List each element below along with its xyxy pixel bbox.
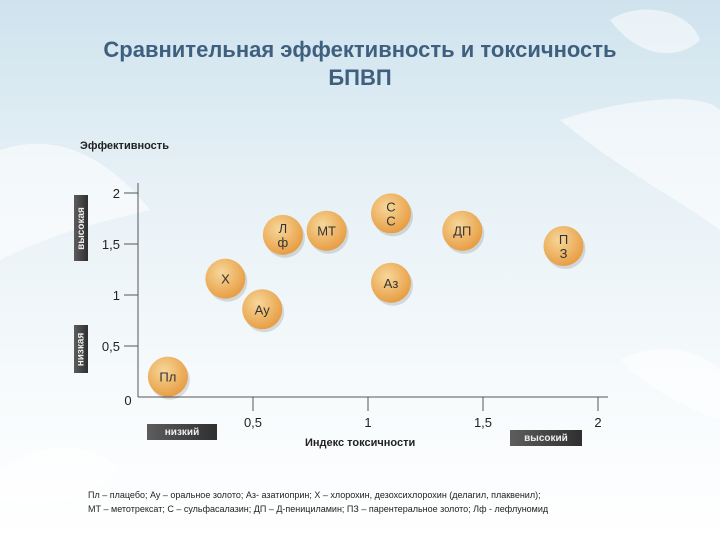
point-label: ДП: [453, 224, 471, 239]
point-marker: [371, 262, 411, 303]
point-label: Ау: [255, 302, 271, 317]
data-point: ДП: [442, 210, 485, 254]
point-marker: [205, 258, 246, 299]
y-tick-label: 1,5: [102, 237, 120, 252]
point-marker: [147, 356, 188, 397]
point-label: ф: [278, 235, 289, 250]
x-high-tag-text: высокий: [524, 432, 568, 444]
point-label: П: [559, 232, 568, 247]
point-marker: [262, 214, 303, 255]
data-point: Аз: [371, 262, 413, 306]
point-marker: [306, 210, 347, 251]
data-point: Пл: [147, 356, 190, 400]
x-tick-label: 1,5: [474, 415, 492, 430]
point-label: Пл: [159, 370, 176, 385]
x-tick-label: 0,5: [244, 415, 262, 430]
x-tick-label: 1: [364, 415, 371, 430]
y-high-tag: высокая: [74, 195, 88, 261]
y-low-tag: низкая: [74, 325, 88, 373]
page-title: Сравнительная эффективность и токсичност…: [60, 36, 660, 92]
data-point: МТ: [306, 210, 349, 254]
x-low-tag-text: низкий: [164, 426, 200, 438]
point-label: С: [386, 213, 395, 228]
point-label: З: [560, 246, 568, 261]
x-tick-label: 2: [594, 415, 601, 430]
point-label: Л: [279, 221, 288, 236]
x-axis-title: Индекс токсичности: [305, 437, 416, 449]
title-line-1: Сравнительная эффективность и токсичност…: [103, 37, 617, 62]
point-marker: [371, 193, 411, 234]
footnote-line-2: МТ – метотрексат; С – сульфасалазин; ДП …: [88, 504, 549, 514]
data-point: Х: [205, 258, 248, 302]
footnote-line-1: Пл – плацебо; Ау – оральное золото; Аз- …: [88, 490, 541, 500]
x-tick-label: 0: [124, 393, 131, 408]
x-low-tag: низкий: [147, 424, 217, 440]
y-axis-title: Эффективность: [80, 140, 169, 152]
point-label: Аз: [384, 276, 399, 291]
legend-footnote: Пл – плацебо; Ау – оральное золото; Аз- …: [88, 488, 648, 516]
data-point: Лф: [262, 214, 305, 258]
x-high-tag: высокий: [510, 430, 582, 446]
point-marker: [242, 289, 283, 330]
data-point: ПЗ: [543, 226, 586, 270]
point-label: Х: [221, 272, 230, 287]
title-line-2: БПВП: [328, 65, 392, 90]
point-label: С: [386, 199, 395, 214]
point-marker: [543, 226, 584, 267]
y-tick-label: 1: [113, 288, 120, 303]
data-point: Ау: [242, 289, 285, 333]
point-label: МТ: [317, 224, 336, 239]
y-tick-label: 2: [113, 186, 120, 201]
data-point: СС: [371, 193, 413, 237]
y-tick-label: 0,5: [102, 339, 120, 354]
point-marker: [442, 210, 483, 251]
